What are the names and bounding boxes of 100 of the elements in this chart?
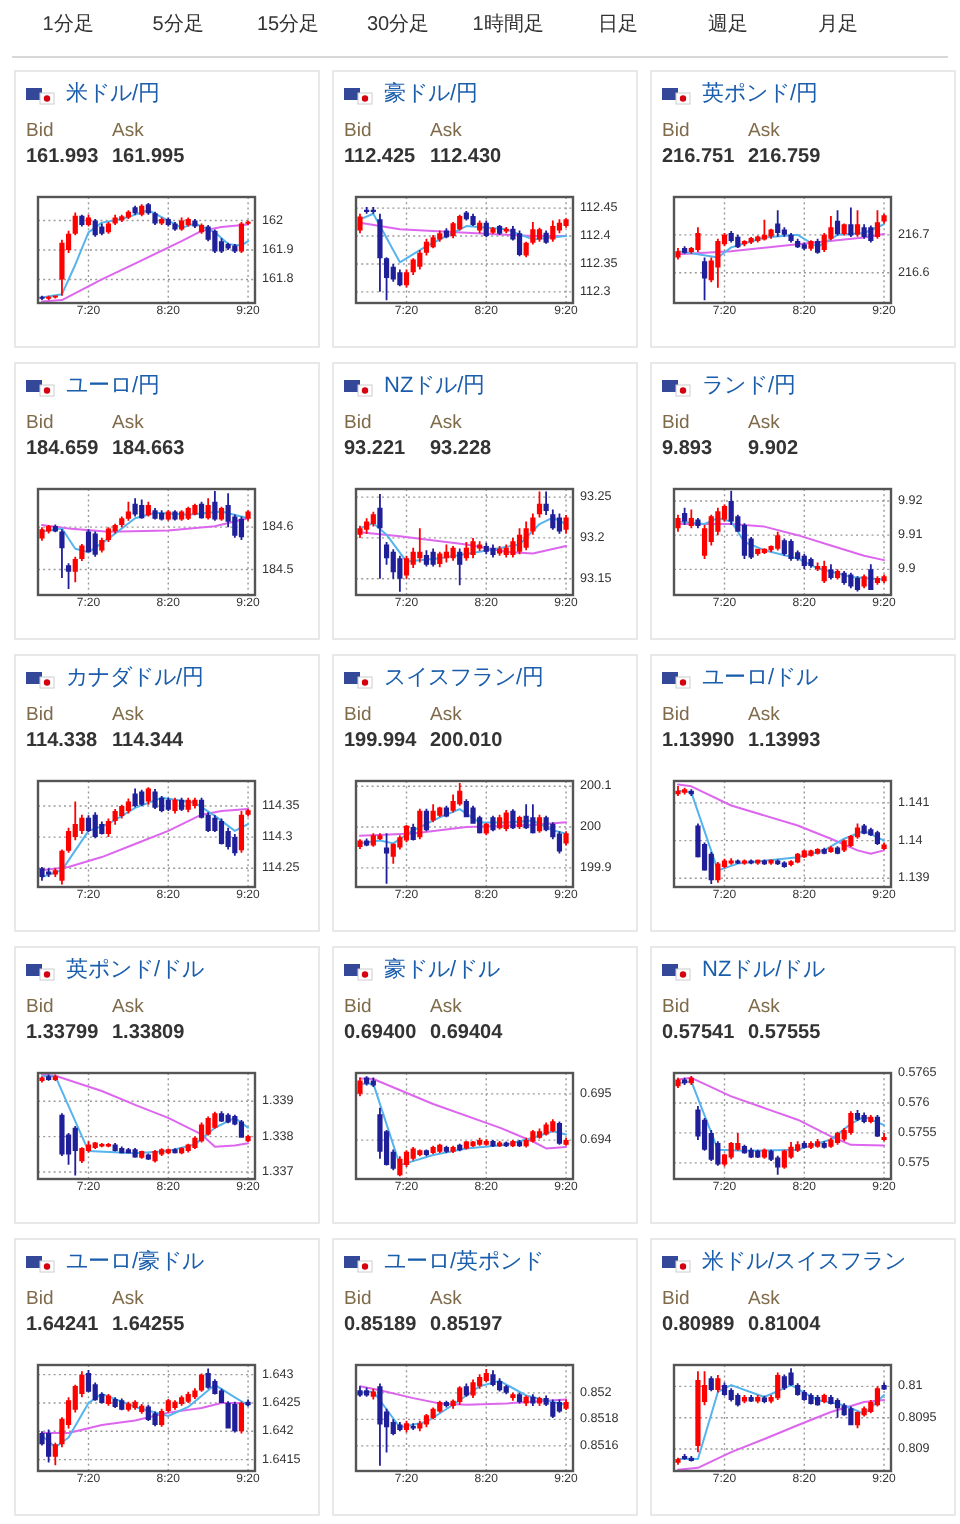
candlestick <box>682 244 688 254</box>
text: 1.64241 <box>26 1314 99 1336</box>
candlestick <box>483 1137 489 1146</box>
candlestick <box>159 794 165 813</box>
candlestick <box>192 501 198 516</box>
text: Ask <box>112 411 144 433</box>
text: Ask <box>112 1287 144 1309</box>
text: Bid <box>26 995 54 1017</box>
candlestick <box>688 787 694 796</box>
candlestick <box>510 1390 516 1401</box>
text: Bid <box>26 703 54 725</box>
text: Bid <box>344 995 372 1017</box>
candlestick <box>503 808 509 832</box>
chart-title: 英ポンド/ドル <box>66 957 205 981</box>
candlestick <box>99 221 105 236</box>
candlestick <box>364 205 370 214</box>
candlestick <box>675 1075 681 1088</box>
candlestick <box>523 802 529 829</box>
candlestick <box>423 1412 430 1428</box>
candlestick <box>145 1151 151 1160</box>
candlestick <box>801 1139 807 1149</box>
candlestick <box>735 857 741 864</box>
chart-title: ユーロ/豪ドル <box>66 1249 205 1273</box>
category-label: 月足 <box>818 14 858 36</box>
candlestick <box>46 523 52 534</box>
candlestick <box>808 847 814 857</box>
text: 114.344 <box>112 730 184 752</box>
candlestick <box>748 235 754 244</box>
text: Ask <box>430 411 462 433</box>
candlestick <box>192 795 198 809</box>
candlestick <box>225 825 231 850</box>
candlestick <box>430 802 436 823</box>
candlestick <box>695 1369 701 1453</box>
candlestick <box>192 217 198 228</box>
candlestick <box>139 787 145 806</box>
candlestick <box>682 785 688 795</box>
candlestick <box>815 846 821 855</box>
category-label: 30分足 <box>366 14 430 36</box>
candlestick <box>179 795 185 811</box>
line-series <box>40 509 250 553</box>
candlestick <box>112 1141 118 1152</box>
candlestick <box>430 233 436 249</box>
candlestick <box>364 1385 370 1397</box>
candlestick <box>470 536 476 559</box>
candlestick <box>159 215 165 225</box>
candlestick <box>165 1146 171 1155</box>
candlestick <box>119 802 125 819</box>
chart-title: カナダドル/円 <box>66 665 205 689</box>
candlestick <box>510 1138 516 1147</box>
text: 200.010 <box>430 730 503 752</box>
candlestick <box>410 1145 416 1161</box>
candlestick <box>808 555 814 568</box>
candlestick <box>450 544 456 561</box>
line-series <box>676 1383 886 1460</box>
candlestick <box>212 489 218 521</box>
candlestick <box>357 837 363 849</box>
candlestick <box>457 1141 463 1152</box>
candlestick <box>801 552 807 570</box>
candlestick <box>748 1393 754 1402</box>
candlestick <box>46 866 52 877</box>
line-series <box>676 232 886 255</box>
candlestick <box>868 562 874 590</box>
candlestick <box>868 1113 874 1124</box>
chart-title: NZドル/円 <box>384 373 486 397</box>
text: 0.81004 <box>748 1314 821 1336</box>
candlestick <box>125 208 131 219</box>
text: Ask <box>430 995 462 1017</box>
line-series <box>358 1384 568 1405</box>
text: 112.430 <box>430 146 502 168</box>
text: 0.57555 <box>748 1022 821 1044</box>
line-series <box>40 795 250 878</box>
candlestick <box>675 512 681 532</box>
candlestick <box>403 1418 410 1433</box>
candlestick <box>861 572 867 589</box>
text: 0.80989 <box>662 1314 735 1336</box>
candlestick <box>543 228 549 244</box>
candlestick <box>39 1074 45 1083</box>
candlestick <box>225 240 231 250</box>
candlestick <box>688 1074 694 1085</box>
candlestick <box>463 209 469 221</box>
candlestick <box>761 546 767 554</box>
candlestick <box>185 215 191 227</box>
candlestick <box>861 222 867 239</box>
candlestick <box>417 1418 423 1432</box>
candlestick <box>99 1141 105 1148</box>
candlestick <box>139 497 145 519</box>
candlestick <box>232 832 238 856</box>
candlestick <box>715 1373 721 1393</box>
candlestick <box>112 1395 118 1408</box>
candlestick <box>523 1393 529 1406</box>
candlestick <box>423 548 430 567</box>
candlestick <box>72 1124 78 1176</box>
candlestick <box>854 208 861 237</box>
candlestick <box>550 1397 556 1418</box>
text: 9.893 <box>662 438 713 460</box>
candlestick <box>510 807 516 829</box>
candlestick <box>881 1380 887 1390</box>
candlestick <box>834 1396 841 1418</box>
candlestick <box>370 205 376 214</box>
candlestick <box>768 226 774 239</box>
